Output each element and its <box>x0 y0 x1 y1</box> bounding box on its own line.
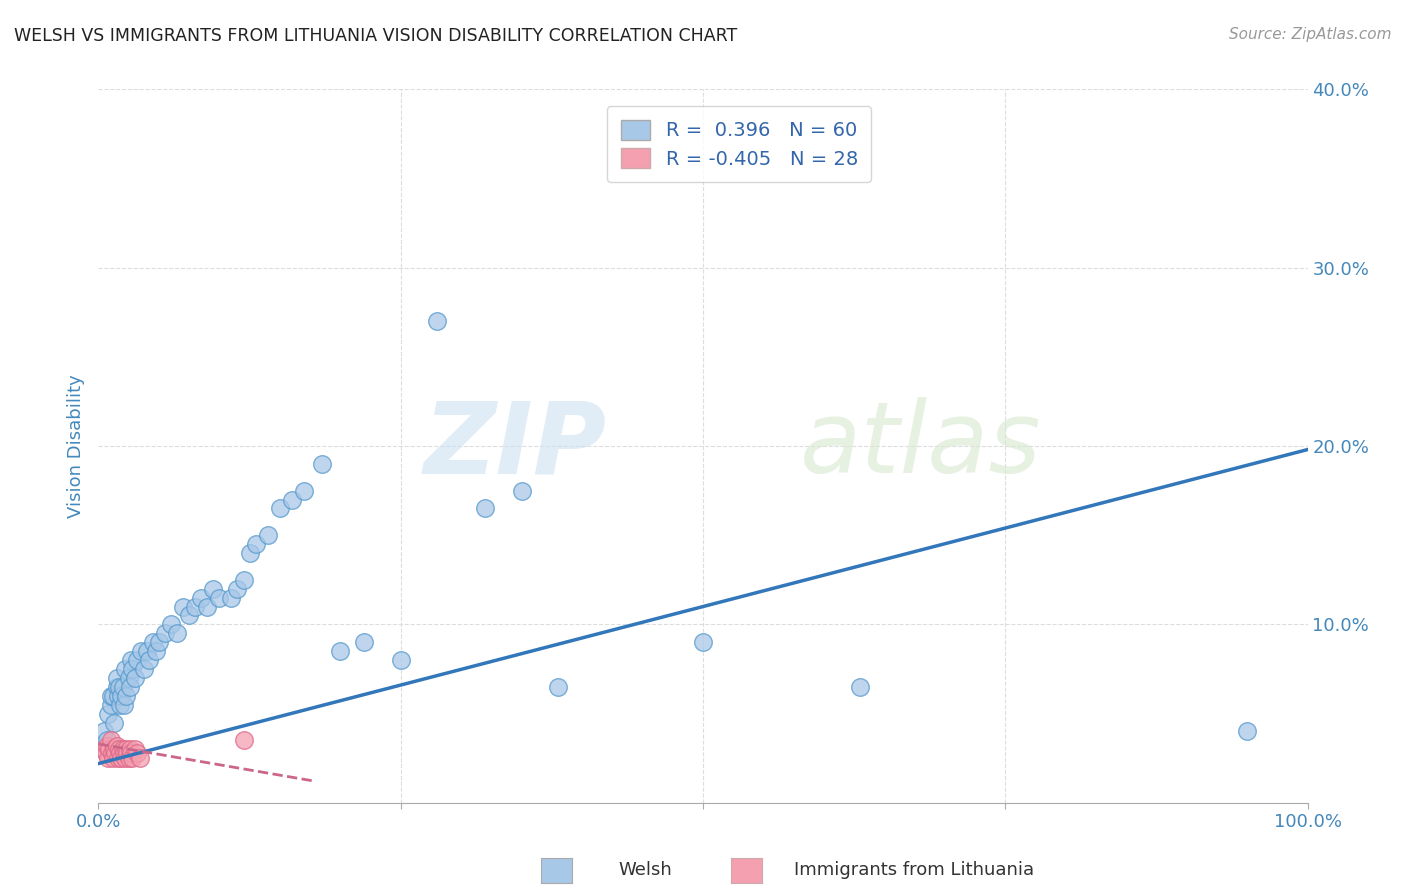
Point <box>118 751 141 765</box>
Text: WELSH VS IMMIGRANTS FROM LITHUANIA VISION DISABILITY CORRELATION CHART: WELSH VS IMMIGRANTS FROM LITHUANIA VISIO… <box>14 27 737 45</box>
Point <box>114 751 136 765</box>
Point <box>256 528 278 542</box>
Point <box>129 644 152 658</box>
Point <box>118 680 141 694</box>
Point <box>547 680 569 694</box>
Point <box>311 457 333 471</box>
Point <box>195 599 218 614</box>
Point <box>93 724 115 739</box>
Point <box>104 746 127 760</box>
Point <box>107 689 129 703</box>
Point <box>124 742 146 756</box>
Point <box>120 653 142 667</box>
Point <box>190 591 212 605</box>
Point <box>108 698 131 712</box>
Text: Immigrants from Lithuania: Immigrants from Lithuania <box>794 861 1035 879</box>
Point <box>1236 724 1258 739</box>
Point <box>114 662 136 676</box>
Point <box>232 733 254 747</box>
Point <box>110 689 132 703</box>
Point <box>226 582 249 596</box>
Point <box>148 635 170 649</box>
Point <box>108 746 131 760</box>
Point <box>110 751 132 765</box>
Point <box>138 653 160 667</box>
Point <box>111 680 134 694</box>
Point <box>474 501 496 516</box>
Point <box>97 751 120 765</box>
Point <box>96 739 118 753</box>
Point <box>184 599 207 614</box>
Point <box>120 746 142 760</box>
Point <box>166 626 188 640</box>
Point <box>135 644 157 658</box>
Point <box>269 501 291 516</box>
Point <box>510 483 533 498</box>
Point <box>221 591 243 605</box>
Text: ZIP: ZIP <box>423 398 606 494</box>
Point <box>117 746 139 760</box>
Point <box>121 662 143 676</box>
Point <box>281 492 304 507</box>
Point <box>107 751 129 765</box>
Point <box>145 644 167 658</box>
Text: Source: ZipAtlas.com: Source: ZipAtlas.com <box>1229 27 1392 42</box>
Point <box>239 546 262 560</box>
Point <box>94 746 117 760</box>
Point <box>124 671 146 685</box>
Point <box>100 698 122 712</box>
Point <box>849 680 872 694</box>
Point <box>118 671 141 685</box>
Point <box>172 599 194 614</box>
Point <box>108 742 131 756</box>
Point <box>118 742 141 756</box>
Point <box>208 591 231 605</box>
Point <box>353 635 375 649</box>
Point <box>111 742 134 756</box>
Point <box>115 742 138 756</box>
Point <box>115 689 138 703</box>
Point <box>103 715 125 730</box>
Point <box>160 617 183 632</box>
Point <box>100 689 122 703</box>
Text: atlas: atlas <box>800 398 1042 494</box>
Point <box>127 746 149 760</box>
Point <box>389 653 412 667</box>
Point <box>103 742 125 756</box>
Point <box>108 680 131 694</box>
Point <box>97 706 120 721</box>
Point <box>100 746 122 760</box>
Y-axis label: Vision Disability: Vision Disability <box>66 374 84 518</box>
Point <box>202 582 225 596</box>
Point <box>134 662 156 676</box>
Point <box>98 742 121 756</box>
Point <box>232 573 254 587</box>
Point <box>142 635 165 649</box>
Point <box>153 626 176 640</box>
Point <box>112 746 135 760</box>
Point <box>121 751 143 765</box>
Point <box>179 608 201 623</box>
Point <box>105 739 128 753</box>
Text: Welsh: Welsh <box>619 861 672 879</box>
Point <box>692 635 714 649</box>
Point <box>112 698 135 712</box>
Point <box>292 483 315 498</box>
Point <box>100 733 122 747</box>
Legend: R =  0.396   N = 60, R = -0.405   N = 28: R = 0.396 N = 60, R = -0.405 N = 28 <box>607 106 872 182</box>
Point <box>101 689 124 703</box>
Point <box>128 751 150 765</box>
Point <box>127 653 149 667</box>
Point <box>426 314 449 328</box>
Point <box>96 733 118 747</box>
Point <box>93 742 115 756</box>
Point <box>105 680 128 694</box>
Point <box>105 671 128 685</box>
Point <box>245 537 267 551</box>
Point <box>329 644 352 658</box>
Point <box>101 751 124 765</box>
